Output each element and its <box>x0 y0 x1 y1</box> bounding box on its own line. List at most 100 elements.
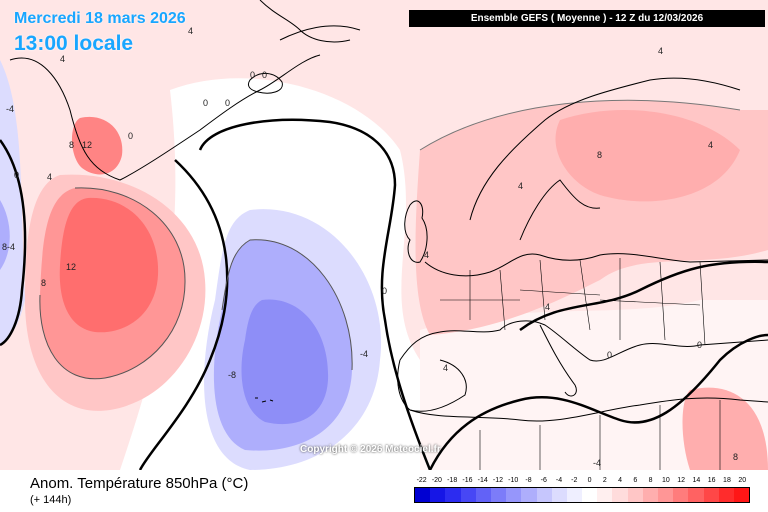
italy-coast <box>539 324 577 397</box>
cold-core-west <box>0 200 10 270</box>
legend-color-swatch <box>658 488 674 502</box>
legend-tick-label: -22 <box>416 477 427 484</box>
contour-label: -4 <box>593 458 601 468</box>
legend-color-swatch <box>415 488 431 502</box>
contour-label: 8 <box>41 278 46 288</box>
legend-tick-label: -20 <box>431 477 442 484</box>
model-run-info: Ensemble GEFS ( Moyenne ) - 12 Z du 12/0… <box>409 10 765 27</box>
color-scale-ticks: -22 -20 -18 -16 -14 -12 -10 -8 -6 -4 -2 0 2 4 6 8 10 12 14… <box>414 477 750 487</box>
contour-label: 0 <box>128 131 133 141</box>
contour-label: 4 <box>708 140 713 150</box>
legend-color-swatch <box>536 488 552 502</box>
color-scale-legend: -22 -20 -18 -16 -14 -12 -10 -8 -6 -4 -2 0 2 4 6 8 10 12 14… <box>414 477 750 503</box>
footer-panel: Anom. Température 850hPa (°C) (+ 144h) -… <box>0 470 768 512</box>
warm-zone-baltic <box>555 110 740 202</box>
africa-coast <box>409 397 768 422</box>
contour-label: 4 <box>443 363 448 373</box>
contour-label: 4 <box>47 172 52 182</box>
country-borders <box>440 258 721 470</box>
contour-label: 4 <box>60 54 65 64</box>
zero-contour-east <box>519 260 768 332</box>
legend-color-swatch <box>460 488 476 502</box>
legend-tick-label: -2 <box>571 477 578 484</box>
copyright-notice: Copyright © 2026 Meteociel.fr <box>300 444 441 455</box>
legend-color-swatch <box>582 488 598 502</box>
lead-time: (+ 144h) <box>30 494 72 506</box>
legend-tick-label: 14 <box>692 477 701 484</box>
legend-color-swatch <box>703 488 719 502</box>
legend-color-swatch <box>673 488 689 502</box>
legend-tick-label: 0 <box>587 477 592 484</box>
legend-color-swatch <box>718 488 734 502</box>
legend-tick-label: 16 <box>707 477 716 484</box>
legend-color-swatch <box>551 488 567 502</box>
contour-label: 8 <box>733 452 738 462</box>
legend-tick-label: -6 <box>540 477 547 484</box>
zero-contour-atlantic <box>198 118 432 470</box>
legend-color-swatch <box>597 488 613 502</box>
legend-tick-label: -14 <box>477 477 488 484</box>
zero-contour-med <box>428 333 768 470</box>
cold-zone-west <box>0 60 25 345</box>
uk-ireland-coast <box>404 200 428 263</box>
legend-tick-label: 12 <box>677 477 686 484</box>
legend-tick-label: -12 <box>492 477 504 484</box>
legend-color-swatch <box>506 488 522 502</box>
warm-zone-greenland <box>71 116 123 175</box>
legend-tick-label: -8 <box>525 477 532 484</box>
forecast-date: Mercredi 18 mars 2026 <box>14 10 186 27</box>
legend-tick-label: 20 <box>738 477 747 484</box>
neutral-zone-mediterranean <box>420 300 768 470</box>
contour-label: -4 <box>6 104 14 114</box>
scandinavia-coast <box>469 77 741 241</box>
zero-contour-west <box>138 159 229 470</box>
contour-label: 4 <box>518 181 523 191</box>
legend-tick-label: 2 <box>602 477 607 484</box>
legend-color-swatch <box>490 488 507 502</box>
legend-color-swatch <box>688 488 704 502</box>
contour-label: 12 <box>66 262 76 272</box>
legend-color-swatch <box>521 488 537 502</box>
contour-label: 4 <box>424 250 429 260</box>
isoline-europe <box>419 99 741 151</box>
legend-color-swatch <box>430 488 446 502</box>
contour-label: 0 <box>382 286 387 296</box>
legend-tick-label: 18 <box>723 477 731 484</box>
contour-label: 0 <box>225 98 230 108</box>
isoline-cold-atlantic <box>221 239 353 371</box>
north-islands-coast <box>279 25 361 41</box>
contour-label: 8 <box>597 150 602 160</box>
legend-color-swatch <box>612 488 628 502</box>
svalbard-coast <box>259 0 351 43</box>
warm-zone-atlantic-core <box>59 197 159 333</box>
contour-label: 0 <box>262 70 267 80</box>
legend-tick-label: -16 <box>462 477 473 484</box>
isoline-warm-atlantic <box>39 187 186 380</box>
contour-label: 0 <box>697 340 702 350</box>
forecast-time: 13:00 locale <box>14 32 134 55</box>
contour-label: 4 <box>658 46 663 56</box>
iceland-coast <box>247 73 283 94</box>
atlantic-islands <box>255 397 274 403</box>
contour-label: -8 <box>228 370 236 380</box>
legend-tick-label: -4 <box>555 477 563 484</box>
cold-zone-atlantic-core <box>241 299 329 425</box>
contour-label: 0 <box>203 98 208 108</box>
contour-label: 4 <box>545 302 550 312</box>
legend-color-swatch <box>642 488 658 502</box>
contour-label: 0 <box>250 70 255 80</box>
contour-label: 12 <box>82 140 92 150</box>
legend-color-swatch <box>445 488 461 502</box>
contour-label: 0 <box>607 350 612 360</box>
greenland-coast <box>9 54 321 181</box>
legend-tick-label: 4 <box>618 477 623 484</box>
europe-coast <box>399 253 768 362</box>
legend-color-swatch <box>627 488 643 502</box>
contour-label: -4 <box>360 349 368 359</box>
legend-tick-label: 8 <box>648 477 653 484</box>
legend-tick-label: -10 <box>508 477 519 484</box>
legend-tick-label: 6 <box>633 477 638 484</box>
color-scale-bar <box>414 487 750 503</box>
contour-label: 0 <box>14 170 19 180</box>
